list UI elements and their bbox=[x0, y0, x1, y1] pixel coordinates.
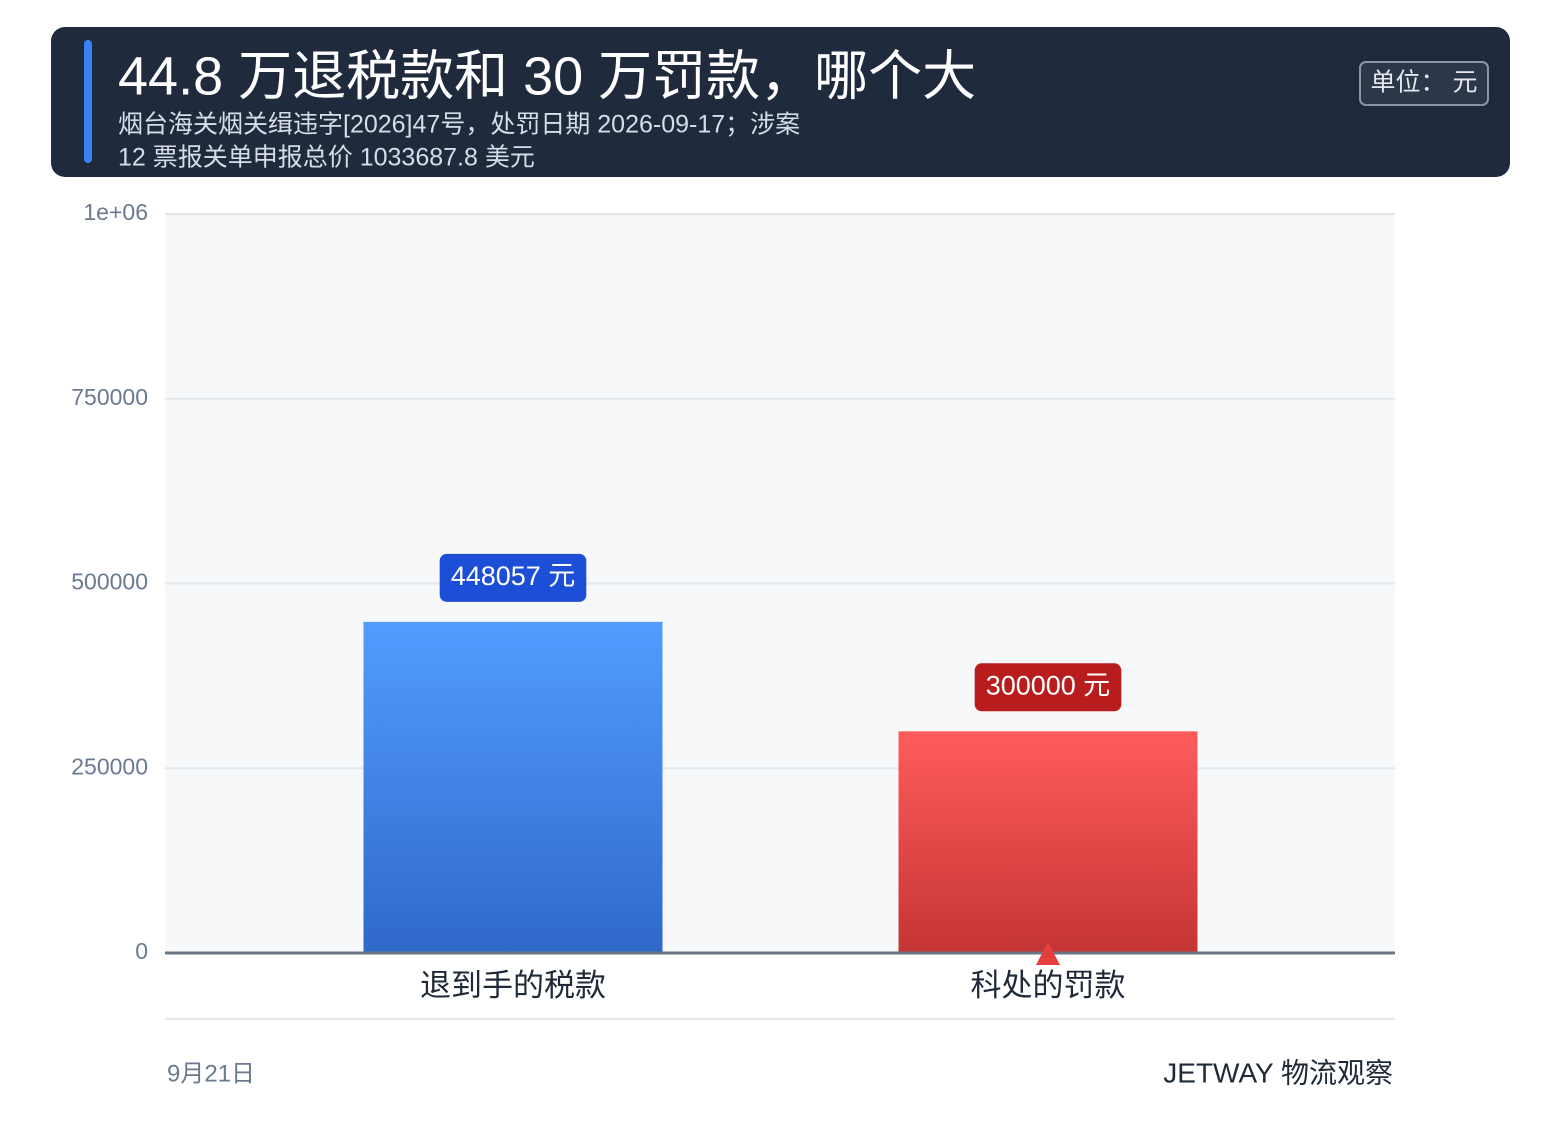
x-tick-label: 科处的罚款 bbox=[971, 968, 1126, 1003]
y-tick-label: 250000 bbox=[71, 753, 148, 779]
x-tick-label: 退到手的税款 bbox=[420, 968, 606, 1003]
subtitle: 烟台海关烟关缉违字[2026]47号，处罚日期 2026-09-17；涉案 bbox=[118, 111, 800, 139]
value-label: 300000 元 bbox=[986, 670, 1111, 700]
subtitle: 12 票报关单申报总价 1033687.8 美元 bbox=[118, 144, 535, 172]
header-accent bbox=[84, 40, 92, 163]
header-band bbox=[51, 27, 1510, 177]
y-tick-label: 1e+06 bbox=[83, 199, 148, 225]
bar bbox=[898, 731, 1198, 953]
y-tick-label: 0 bbox=[135, 938, 148, 964]
source: JETWAY 物流观察 bbox=[1163, 1057, 1393, 1088]
unit-badge bbox=[1359, 61, 1489, 106]
value-label-box bbox=[439, 553, 587, 602]
date: 9月21日 bbox=[167, 1060, 255, 1087]
marker bbox=[1036, 942, 1060, 965]
y-tick-label: 500000 bbox=[71, 569, 148, 595]
chart-title: 44.8 万退税款和 30 万罚款，哪个大 bbox=[118, 46, 976, 106]
unit-label: 单位： 元 bbox=[1371, 69, 1478, 97]
y-tick-label: 750000 bbox=[71, 384, 148, 410]
value-label-box bbox=[974, 663, 1122, 712]
bar bbox=[363, 621, 663, 953]
value-label: 448057 元 bbox=[451, 561, 576, 591]
